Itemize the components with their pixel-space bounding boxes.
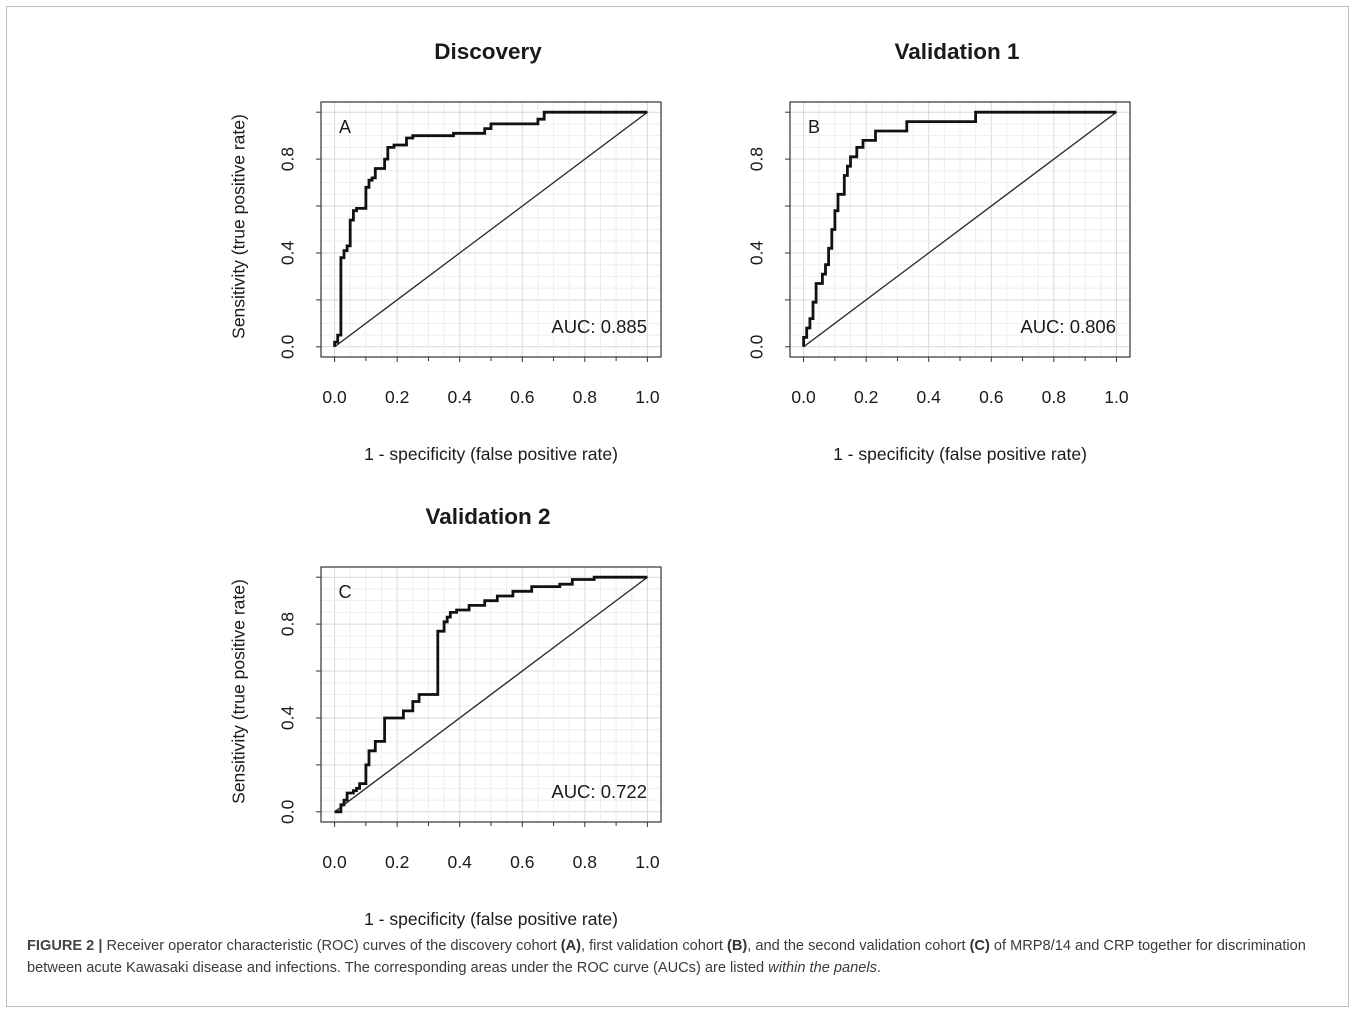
y-axis-tick-label: 0.8 bbox=[747, 147, 767, 171]
y-axis-tick-label: 0.4 bbox=[278, 706, 298, 731]
auc-annotation: AUC: 0.806 bbox=[1020, 316, 1116, 337]
y-axis-tick-label: 0.0 bbox=[278, 334, 298, 359]
roc-panel-c: 0.0 0.2 0.4 0.6 0.8 1.0 0.0 0.4 0.8 C AUC: 0.722 Va… bbox=[229, 504, 662, 929]
auc-annotation: AUC: 0.885 bbox=[551, 316, 647, 337]
roc-curve-line bbox=[334, 575, 648, 814]
y-axis-tick-label: 0.8 bbox=[278, 147, 298, 171]
x-axis-label: 1 - specificity (false positive rate) bbox=[833, 444, 1087, 464]
x-axis-tick-label: 0.4 bbox=[448, 387, 473, 407]
roc-panel-b: 0.0 0.2 0.4 0.6 0.8 1.0 0.0 0.4 0.8 B AUC: 0.806 Va… bbox=[747, 39, 1131, 464]
figure-frame bbox=[6, 6, 1349, 1007]
x-axis-tick-label: 0.6 bbox=[510, 852, 534, 872]
panel-letter-label: B bbox=[808, 117, 820, 137]
caption-text-1: Receiver operator characteristic (ROC) c… bbox=[102, 938, 561, 954]
y-axis-label: Sensitivity (true positive rate) bbox=[229, 114, 249, 339]
x-axis-label: 1 - specificity (false positive rate) bbox=[364, 444, 618, 464]
caption-label: FIGURE 2 | bbox=[27, 938, 103, 954]
roc-curve-line bbox=[802, 110, 1117, 347]
y-axis-tick-label: 0.4 bbox=[747, 241, 767, 266]
roc-panel-a: 0.0 0.2 0.4 0.6 0.8 1.0 0.0 0.4 0.8 A AUC: 0.885 Di… bbox=[229, 39, 662, 464]
x-axis-tick-label: 1.0 bbox=[635, 387, 660, 407]
figure-caption: FIGURE 2 | Receiver operator characteris… bbox=[27, 935, 1337, 979]
caption-tag-c: (C) bbox=[969, 938, 990, 954]
y-axis-tick-label: 0.4 bbox=[278, 241, 298, 266]
caption-text-2: , first validation cohort bbox=[580, 938, 727, 954]
roc-figure: 0.0 0.2 0.4 0.6 0.8 1.0 0.0 0.4 0.8 A AUC: 0.885 Di… bbox=[229, 39, 1131, 929]
x-axis-tick-label: 0.8 bbox=[573, 387, 597, 407]
x-axis-tick-label: 0.8 bbox=[573, 852, 597, 872]
caption-text-5: . bbox=[876, 960, 881, 976]
reference-diagonal-line bbox=[334, 576, 648, 813]
x-axis-tick-label: 0.0 bbox=[322, 387, 347, 407]
panel-letter-label: C bbox=[339, 582, 352, 602]
y-axis-tick-label: 0.8 bbox=[278, 612, 298, 636]
panel-letter-label: A bbox=[339, 117, 351, 137]
x-axis-tick-label: 0.0 bbox=[791, 387, 816, 407]
chart-title: Discovery bbox=[434, 39, 542, 64]
x-axis-tick-label: 0.2 bbox=[385, 852, 409, 872]
x-axis-tick-label: 1.0 bbox=[1104, 387, 1129, 407]
chart-title: Validation 2 bbox=[425, 504, 550, 529]
x-axis-tick-label: 0.6 bbox=[979, 387, 1003, 407]
x-axis-tick-label: 0.4 bbox=[917, 387, 942, 407]
x-axis-tick-label: 0.2 bbox=[385, 387, 409, 407]
x-axis-tick-label: 0.6 bbox=[510, 387, 534, 407]
auc-annotation: AUC: 0.722 bbox=[551, 781, 647, 802]
reference-diagonal-line bbox=[334, 111, 648, 348]
y-axis-tick-label: 0.0 bbox=[747, 334, 767, 359]
x-axis-tick-label: 0.8 bbox=[1042, 387, 1066, 407]
caption-text-3: , and the second validation cohort bbox=[747, 938, 970, 954]
x-axis-label: 1 - specificity (false positive rate) bbox=[364, 909, 618, 929]
x-axis-tick-label: 0.2 bbox=[854, 387, 878, 407]
caption-emphasis: within the panels bbox=[768, 960, 877, 976]
reference-diagonal-line bbox=[803, 111, 1117, 348]
x-axis-tick-label: 1.0 bbox=[635, 852, 660, 872]
y-axis-label: Sensitivity (true positive rate) bbox=[229, 579, 249, 804]
x-axis-tick-label: 0.4 bbox=[448, 852, 473, 872]
y-axis-tick-label: 0.0 bbox=[278, 799, 298, 824]
x-axis-tick-label: 0.0 bbox=[322, 852, 347, 872]
caption-tag-a: (A) bbox=[560, 938, 581, 954]
chart-title: Validation 1 bbox=[894, 39, 1019, 64]
caption-text-4: of MRP8/14 and CRP together for discrimi… bbox=[27, 938, 1306, 976]
roc-curve-line bbox=[333, 110, 648, 347]
caption-tag-b: (B) bbox=[726, 938, 748, 954]
